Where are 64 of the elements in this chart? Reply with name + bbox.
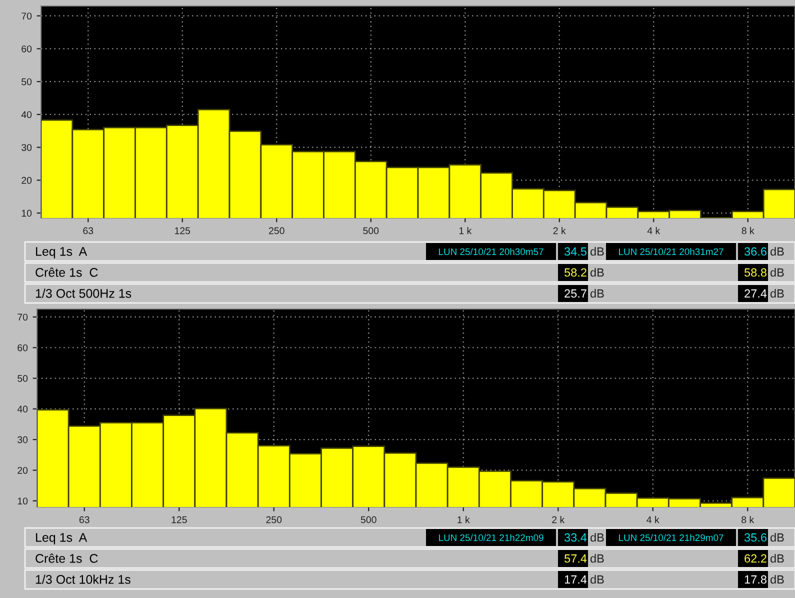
x-tick-label: 2 k bbox=[552, 516, 565, 524]
y-tick-label: 60 bbox=[22, 45, 32, 52]
text: Crête 1s C bbox=[36, 268, 98, 277]
text: dB bbox=[770, 554, 784, 563]
text: dB bbox=[770, 574, 784, 584]
text: dB bbox=[770, 532, 784, 542]
x-tick-label: 63 bbox=[79, 516, 90, 524]
y-tick-label: 20 bbox=[22, 176, 32, 184]
x-tick-label: 1 k bbox=[458, 516, 470, 524]
text: 58.8 bbox=[744, 268, 766, 277]
text: dB bbox=[590, 574, 604, 584]
text: 17.4 bbox=[564, 575, 587, 584]
y-tick-label: 60 bbox=[18, 344, 28, 352]
text: dB bbox=[770, 268, 784, 277]
x-tick-label: 500 bbox=[360, 516, 376, 524]
text: 58.2 bbox=[564, 268, 586, 277]
x-tick-label: 125 bbox=[172, 516, 187, 524]
y-tick-label: 10 bbox=[18, 498, 28, 504]
text: LUN 25/10/21 21h22m09 bbox=[439, 534, 544, 542]
y-tick-label: 50 bbox=[22, 78, 32, 86]
text: 25.7 bbox=[564, 289, 586, 298]
text: 17.8 bbox=[744, 575, 766, 584]
text: LUN 25/10/21 20h31m27 bbox=[619, 248, 724, 256]
text: 35.6 bbox=[744, 533, 766, 542]
text: dB bbox=[770, 288, 784, 298]
text: dB bbox=[590, 246, 604, 256]
text: 62.2 bbox=[744, 554, 766, 563]
text: 1/3 Oct 500Hz 1s bbox=[36, 288, 132, 298]
x-tick-label: 63 bbox=[83, 227, 94, 234]
x-tick-label: 8 k bbox=[742, 227, 754, 234]
x-tick-label: 4 k bbox=[647, 227, 660, 234]
y-tick-label: 40 bbox=[17, 406, 28, 413]
x-tick-label: 500 bbox=[363, 227, 379, 234]
text: dB bbox=[590, 268, 604, 277]
x-tick-label: 250 bbox=[266, 516, 282, 524]
text: dB bbox=[590, 532, 604, 542]
text: dB bbox=[590, 554, 604, 563]
text: Leq 1s A bbox=[36, 247, 88, 258]
text: Crête 1s C bbox=[36, 554, 98, 563]
y-tick-label: 30 bbox=[22, 144, 32, 151]
x-tick-label: 8 k bbox=[742, 516, 754, 524]
x-tick-label: 1 k bbox=[459, 227, 472, 234]
text: 27.4 bbox=[744, 289, 767, 298]
text: LUN 25/10/21 20h30m57 bbox=[439, 248, 544, 256]
y-tick-label: 50 bbox=[18, 375, 28, 382]
text: dB bbox=[770, 246, 784, 256]
y-tick-label: 40 bbox=[21, 111, 32, 118]
x-tick-label: 4 k bbox=[646, 516, 660, 524]
text: 33.4 bbox=[564, 533, 587, 542]
text: 34.5 bbox=[564, 247, 587, 256]
x-tick-label: 2 k bbox=[553, 227, 566, 234]
y-tick-label: 70 bbox=[22, 12, 32, 20]
y-tick-label: 20 bbox=[18, 466, 28, 474]
x-tick-label: 250 bbox=[269, 227, 284, 234]
y-tick-label: 70 bbox=[18, 314, 28, 321]
text: 57.4 bbox=[564, 554, 587, 563]
y-tick-label: 10 bbox=[22, 210, 32, 217]
text: Leq 1s A bbox=[36, 533, 88, 544]
text: 36.6 bbox=[744, 247, 766, 256]
text: LUN 25/10/21 21h29m07 bbox=[619, 534, 724, 542]
x-tick-label: 125 bbox=[175, 227, 190, 234]
y-tick-label: 30 bbox=[18, 436, 28, 444]
text: dB bbox=[590, 288, 604, 298]
text: 1/3 Oct 10kHz 1s bbox=[36, 574, 130, 584]
